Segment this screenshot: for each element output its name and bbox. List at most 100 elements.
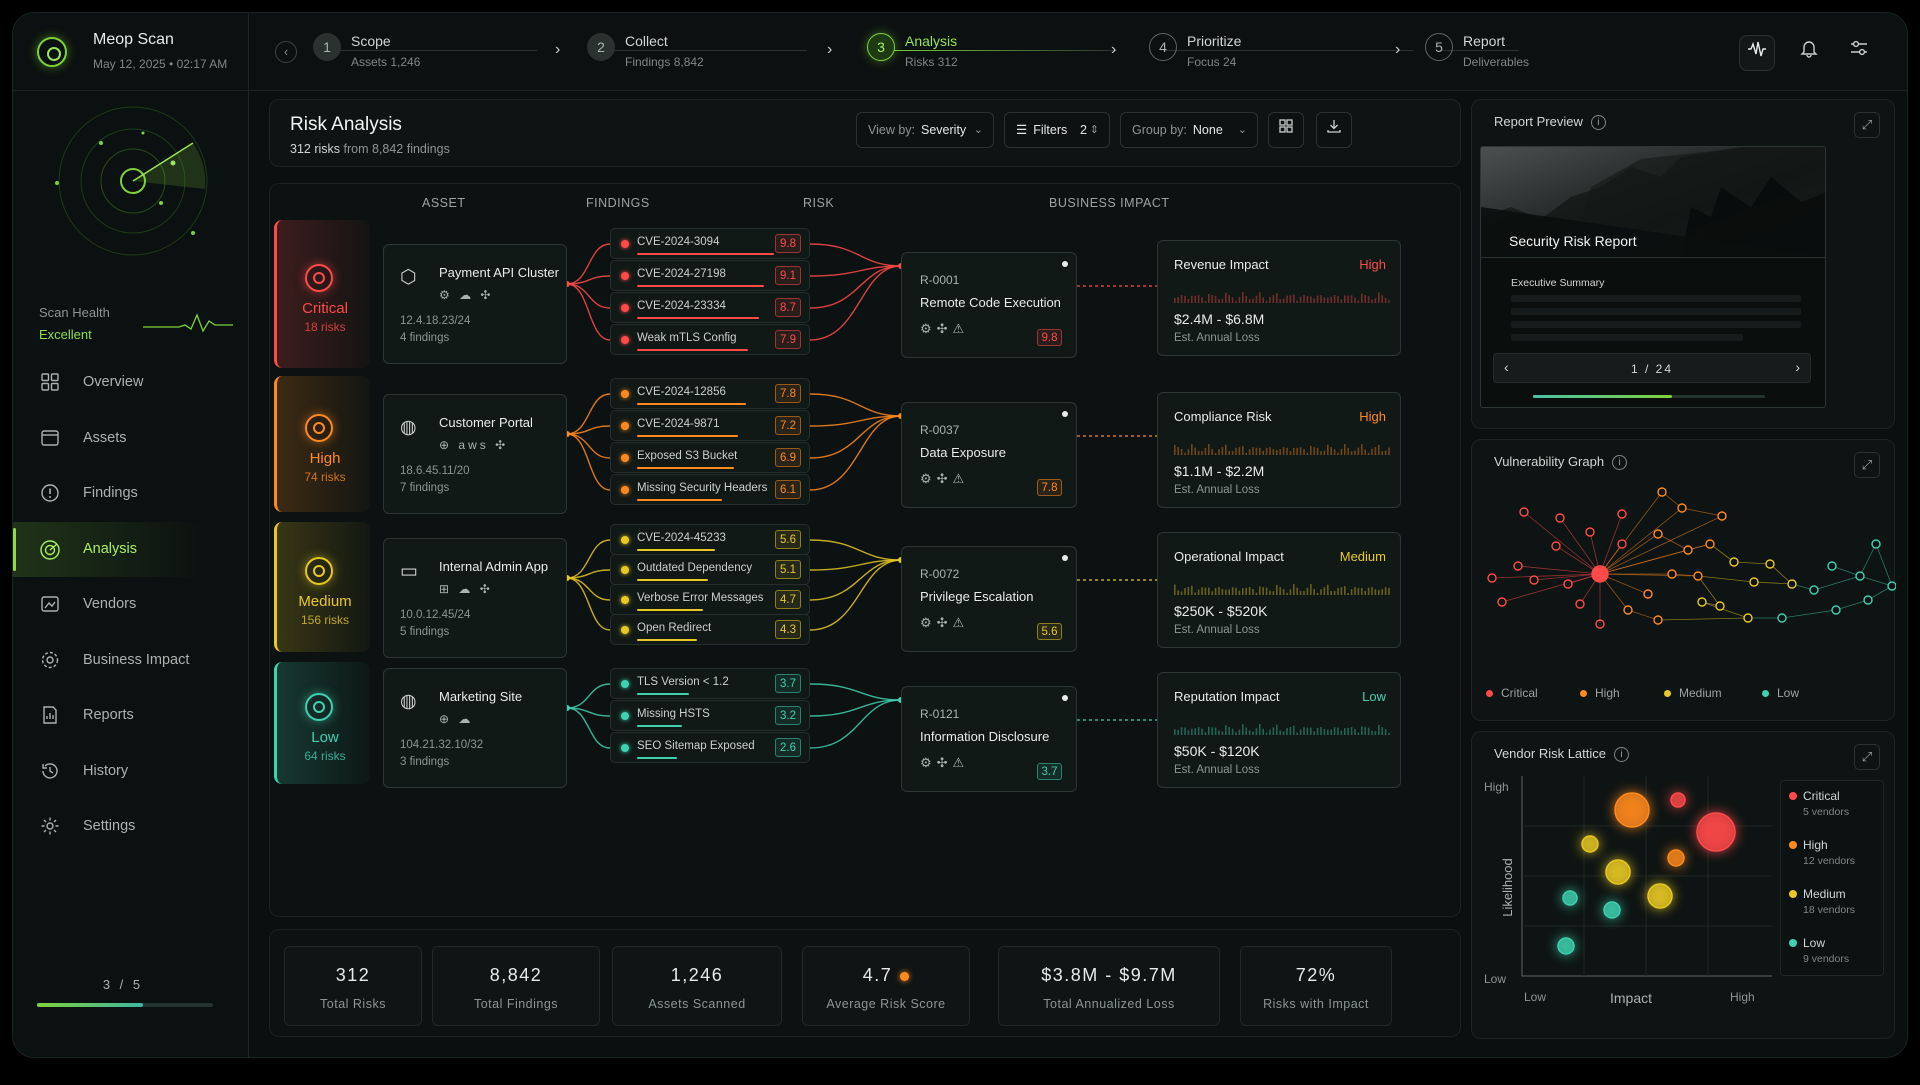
impact-card[interactable]: Compliance Risk High $1.1M - $2.2M Est. … [1157,392,1401,508]
severity-card-low[interactable]: Low 64 risks [274,662,370,784]
download-button[interactable] [1316,112,1352,148]
graph-node[interactable] [1863,595,1873,605]
sidebar-item-business-impact[interactable]: Business Impact [13,633,249,689]
graph-node[interactable] [1563,579,1573,589]
grid-view-button[interactable] [1268,112,1304,148]
graph-node[interactable] [1705,539,1715,549]
graph-node[interactable] [1623,605,1633,615]
finding-item[interactable]: TLS Version < 1.2 3.7 [610,668,810,699]
finding-item[interactable]: SEO Sitemap Exposed 2.6 [610,732,810,763]
graph-node[interactable] [1591,565,1609,583]
view-by-select[interactable]: View by: Severity ⌄ [856,112,994,148]
graph-node[interactable] [1749,577,1759,587]
impact-card[interactable]: Reputation Impact Low $50K - $120K Est. … [1157,672,1401,788]
graph-node[interactable] [1667,569,1677,579]
vendor-bubble[interactable] [1557,937,1575,955]
finding-item[interactable]: CVE-2024-9871 7.2 [610,410,810,441]
graph-node[interactable] [1595,619,1605,629]
sidebar-item-analysis[interactable]: Analysis [13,521,249,577]
graph-node[interactable] [1717,511,1727,521]
finding-item[interactable]: Weak mTLS Config 7.9 [610,324,810,355]
graph-node[interactable] [1551,541,1561,551]
graph-node[interactable] [1653,615,1663,625]
graph-node[interactable] [1743,613,1753,623]
asset-card[interactable]: ◍ Customer Portal ⊕ aws ✣ 18.6.45.11/20 … [383,394,567,514]
vendor-lattice-plot[interactable] [1520,776,1772,980]
info-icon[interactable]: i [1614,747,1630,763]
vendor-bubble[interactable] [1603,901,1621,919]
finding-item[interactable]: Missing Security Headers 6.1 [610,474,810,505]
chevron-right-icon[interactable]: › [1795,359,1800,375]
graph-node[interactable] [1585,527,1595,537]
finding-item[interactable]: CVE-2024-23334 8.7 [610,292,810,323]
asset-card[interactable]: ▭ Internal Admin App ⊞ ☁ ✣ 10.0.12.45/24… [383,538,567,658]
graph-node[interactable] [1575,599,1585,609]
graph-node[interactable] [1487,573,1497,583]
graph-node[interactable] [1617,509,1627,519]
graph-node[interactable] [1555,513,1565,523]
waveform-icon[interactable] [1739,35,1775,71]
asset-card[interactable]: ⬡ Payment API Cluster ⚙ ☁ ✣ 12.4.18.23/2… [383,244,567,364]
risk-card[interactable]: R-0037 Data Exposure ⚙✣⚠ 7.8 [901,402,1077,508]
group-by-select[interactable]: Group by: None ⌄ [1120,112,1258,148]
risk-card[interactable]: R-0072 Privilege Escalation ⚙✣⚠ 5.6 [901,546,1077,652]
finding-item[interactable]: Exposed S3 Bucket 6.9 [610,442,810,473]
graph-node[interactable] [1827,561,1837,571]
graph-node[interactable] [1497,597,1507,607]
expand-icon[interactable]: ⤢ [1854,744,1880,770]
sliders-icon[interactable] [1841,35,1877,71]
risk-card[interactable]: R-0001 Remote Code Execution ⚙✣⚠ 9.8 [901,252,1077,358]
sidebar-item-history[interactable]: History [13,744,249,800]
info-icon[interactable]: i [1612,455,1628,471]
graph-node[interactable] [1617,539,1627,549]
vendor-bubble[interactable] [1614,792,1650,828]
back-button[interactable]: ‹ [275,41,297,63]
impact-card[interactable]: Operational Impact Medium $250K - $520K … [1157,532,1401,648]
chevron-left-icon[interactable]: ‹ [1504,359,1509,375]
sidebar-item-findings[interactable]: Findings [13,466,249,522]
finding-item[interactable]: Open Redirect 4.3 [610,614,810,645]
vendor-bubble[interactable] [1670,792,1686,808]
graph-node[interactable] [1871,539,1881,549]
vulnerability-network-graph[interactable] [1472,474,1896,674]
graph-node[interactable] [1683,545,1693,555]
sidebar-item-reports[interactable]: Reports [13,688,249,744]
graph-node[interactable] [1765,559,1775,569]
graph-node[interactable] [1697,597,1707,607]
vendor-bubble[interactable] [1667,849,1685,867]
expand-icon[interactable]: ⤢ [1854,112,1880,138]
finding-item[interactable]: CVE-2024-3094 9.8 [610,228,810,259]
bell-icon[interactable] [1791,35,1827,71]
finding-item[interactable]: Missing HSTS 3.2 [610,700,810,731]
finding-item[interactable]: Verbose Error Messages 4.7 [610,584,810,615]
graph-node[interactable] [1887,581,1896,591]
graph-node[interactable] [1519,507,1529,517]
filters-button[interactable]: ☰ Filters 2 ⇕ [1004,112,1110,148]
severity-card-medium[interactable]: Medium 156 risks [274,522,370,652]
finding-item[interactable]: CVE-2024-27198 9.1 [610,260,810,291]
graph-node[interactable] [1787,579,1797,589]
asset-card[interactable]: ◍ Marketing Site ⊕ ☁ 104.21.32.10/32 3 f… [383,668,567,788]
vendor-bubble[interactable] [1562,890,1578,906]
graph-node[interactable] [1715,601,1725,611]
graph-node[interactable] [1693,571,1703,581]
graph-node[interactable] [1777,613,1787,623]
severity-card-high[interactable]: High 74 risks [274,376,370,512]
info-icon[interactable]: i [1590,115,1606,131]
graph-node[interactable] [1831,605,1841,615]
sidebar-item-assets[interactable]: Assets [13,411,249,467]
graph-node[interactable] [1529,575,1539,585]
graph-node[interactable] [1729,557,1739,567]
expand-icon[interactable]: ⤢ [1854,452,1880,478]
vendor-bubble[interactable] [1696,812,1736,852]
vendor-bubble[interactable] [1605,859,1631,885]
graph-node[interactable] [1657,487,1667,497]
sidebar-item-vendors[interactable]: Vendors [13,577,249,633]
impact-card[interactable]: Revenue Impact High $2.4M - $6.8M Est. A… [1157,240,1401,356]
graph-node[interactable] [1513,561,1523,571]
vendor-bubble[interactable] [1647,883,1673,909]
vendor-bubble[interactable] [1581,835,1599,853]
graph-node[interactable] [1809,585,1819,595]
sidebar-item-overview[interactable]: Overview [13,355,249,411]
finding-item[interactable]: Outdated Dependency 5.1 [610,554,810,585]
